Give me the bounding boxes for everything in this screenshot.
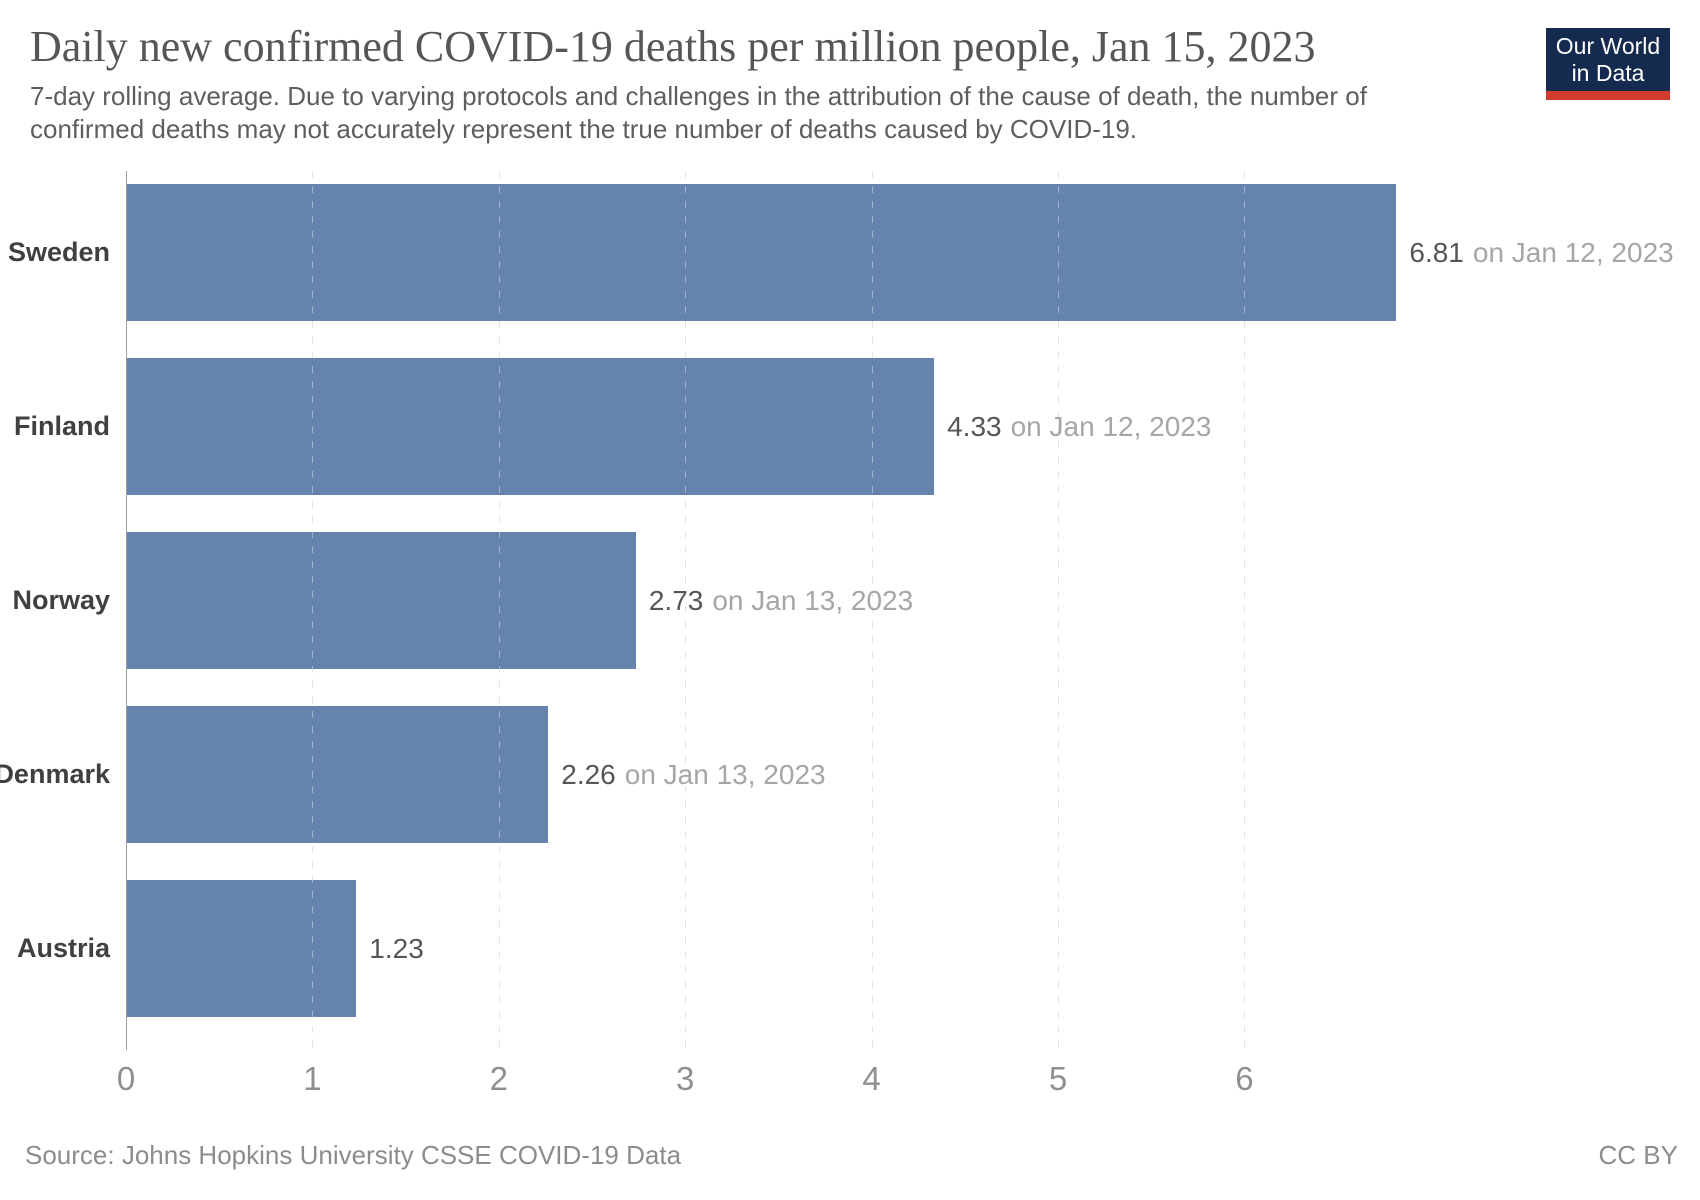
gridline-overlay-1: [312, 171, 314, 1050]
bar-chart-plot-area: Sweden 6.81 on Jan 12, 2023 Finland 4.33 on J…: [0, 171, 1700, 1050]
gridline-5: [1058, 171, 1059, 1050]
value-label-norway: 2.73 on Jan 13, 2023: [649, 532, 913, 669]
value-date: on Jan 12, 2023: [1472, 236, 1674, 268]
x-axis-tick-2: 2: [489, 1060, 508, 1097]
category-label-norway: Norway: [12, 585, 110, 615]
x-axis-tick-3: 3: [676, 1060, 695, 1097]
value-label-austria: 1.23: [369, 880, 424, 1017]
gridline-overlay-4: [871, 171, 873, 1050]
owid-logo: Our World in Data: [1546, 28, 1670, 100]
bar-norway: [127, 532, 636, 669]
value-number: 4.33: [947, 410, 1002, 442]
bar-sweden: [127, 184, 1397, 321]
bar-denmark: [127, 706, 549, 843]
owid-logo-line-1: Our World: [1555, 32, 1661, 59]
value-label-finland: 4.33 on Jan 12, 2023: [947, 358, 1211, 495]
gridline-4: [871, 171, 873, 1050]
category-label-denmark: Denmark: [0, 759, 110, 789]
value-date: on Jan 12, 2023: [1010, 410, 1212, 442]
x-axis-tick-6: 6: [1235, 1060, 1254, 1097]
x-axis-tick-4: 4: [862, 1060, 881, 1097]
value-label-denmark: 2.26 on Jan 13, 2023: [561, 706, 825, 843]
value-number: 6.81: [1409, 236, 1464, 268]
gridline-overlay-3: [685, 171, 687, 1050]
bar-finland: [127, 358, 935, 495]
y-axis-line: [126, 171, 127, 1050]
category-label-sweden: Sweden: [7, 237, 110, 267]
value-number: 2.26: [561, 758, 616, 790]
bar-austria: [127, 880, 357, 1017]
chart-subtitle-line-2: confirmed deaths may not accurately repr…: [30, 114, 1138, 144]
value-number: 2.73: [648, 584, 704, 616]
source-note: Source: Johns Hopkins University CSSE CO…: [25, 1140, 682, 1170]
x-axis-tick-1: 1: [303, 1060, 322, 1097]
owid-logo-line-2: in Data: [1571, 59, 1645, 86]
value-date: on Jan 13, 2023: [712, 584, 914, 616]
gridline-overlay-6: [1244, 171, 1246, 1050]
value-date: on Jan 13, 2023: [624, 758, 826, 790]
value-label-sweden: 6.81 on Jan 12, 2023: [1409, 184, 1673, 321]
chart-subtitle-line-1: 7-day rolling average. Due to varying pr…: [30, 81, 1367, 111]
value-number: 1.23: [369, 932, 424, 964]
gridline-3: [685, 171, 687, 1050]
category-label-austria: Austria: [16, 933, 110, 963]
license-note: CC BY: [1598, 1140, 1678, 1170]
category-label-finland: Finland: [14, 411, 110, 441]
gridline-6: [1244, 171, 1246, 1050]
gridline-overlay-2: [498, 171, 500, 1050]
chart-title: Daily new confirmed COVID-19 deaths per …: [30, 22, 1316, 71]
x-axis-tick-0: 0: [116, 1060, 136, 1097]
chart-subtitle: 7-day rolling average. Due to varying pr…: [30, 80, 1367, 146]
gridline-overlay-5: [1058, 171, 1059, 1050]
x-axis-tick-5: 5: [1048, 1060, 1068, 1097]
